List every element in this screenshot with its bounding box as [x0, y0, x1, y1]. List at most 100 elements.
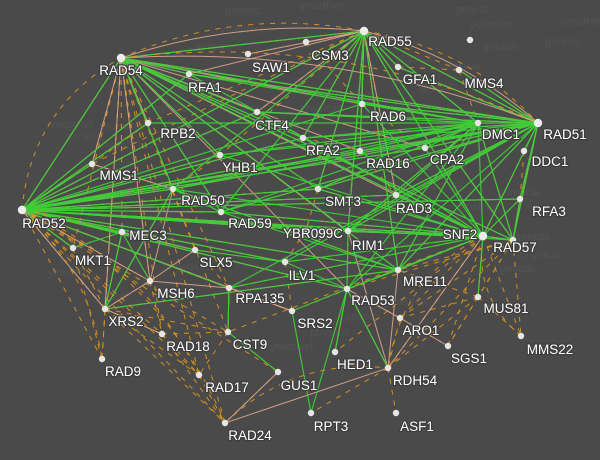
- edge-genetic: [399, 235, 484, 319]
- watermark-text: genetic: [515, 231, 551, 243]
- graph-node-rad55[interactable]: [359, 26, 369, 36]
- graph-node-rad18[interactable]: [158, 330, 166, 338]
- edge-genetic: [361, 103, 426, 149]
- watermark-text: genetic: [483, 41, 519, 53]
- graph-node-rad50[interactable]: [169, 185, 177, 193]
- graph-node-rpt3[interactable]: [307, 409, 315, 417]
- graph-node-csm3[interactable]: [302, 38, 310, 46]
- edge-layer-yeastnet: [21, 30, 539, 414]
- edge-genetic: [161, 333, 200, 376]
- graph-node-mre11[interactable]: [394, 266, 402, 274]
- graph-node-sgs1[interactable]: [444, 342, 452, 350]
- watermark-text: genetic: [345, 311, 381, 323]
- node-label-mre11: MRE11: [403, 274, 447, 289]
- graph-node-mkt1[interactable]: [69, 244, 77, 252]
- graph-node-asf1[interactable]: [392, 409, 400, 417]
- edge-genetic: [194, 249, 230, 289]
- edge-yeastnet: [310, 288, 348, 414]
- graph-node-rad16[interactable]: [356, 147, 364, 155]
- edge-genetic: [477, 296, 522, 337]
- graph-node-ddc1[interactable]: [520, 147, 528, 155]
- edge-yeastnet: [21, 209, 307, 231]
- graph-node-xrs2[interactable]: [101, 305, 109, 313]
- graph-node-yhb1[interactable]: [216, 151, 224, 159]
- graph-node-rad53[interactable]: [343, 285, 351, 293]
- graph-node-rad17[interactable]: [195, 371, 203, 379]
- edge-yeastnet: [172, 188, 222, 213]
- edge-genetic: [387, 367, 397, 414]
- graph-node-saw1[interactable]: [244, 50, 252, 58]
- node-label-ddc1: DDC1: [532, 154, 569, 169]
- node-label-ybr099c: YBR099C: [283, 226, 343, 241]
- graph-node-rfa1b[interactable]: [466, 36, 474, 44]
- edge-yeastnet: [220, 122, 479, 213]
- edge-yeastnet: [363, 30, 479, 124]
- graph-node-cpa2[interactable]: [421, 144, 429, 152]
- node-label-gus1: GUS1: [281, 378, 318, 393]
- graph-node-mec3[interactable]: [118, 228, 126, 236]
- graph-node-rfa3[interactable]: [516, 195, 524, 203]
- edge-genetic: [346, 239, 514, 290]
- edge-genetic-arc: [120, 22, 365, 59]
- graph-node-aro1[interactable]: [396, 314, 404, 322]
- graph-node-ilv1[interactable]: [281, 258, 289, 266]
- graph-node-rad52[interactable]: [17, 205, 27, 215]
- edge-yeastnet: [482, 235, 514, 241]
- edge-physical: [387, 269, 399, 369]
- graph-node-rpa135[interactable]: [225, 284, 233, 292]
- edge-yeastnet: [424, 122, 479, 149]
- graph-node-rad59[interactable]: [217, 208, 225, 216]
- watermark-text: genetic: [455, 4, 491, 16]
- graph-node-gus1[interactable]: [274, 368, 282, 376]
- edge-yeastnet: [220, 122, 539, 213]
- graph-node-rad9[interactable]: [98, 355, 106, 363]
- edge-yeastnet: [347, 122, 479, 232]
- node-layer[interactable]: [17, 26, 543, 427]
- edge-physical-arc: [120, 27, 365, 59]
- graph-node-smt3[interactable]: [314, 185, 322, 193]
- graph-node-ybr099c[interactable]: [302, 226, 310, 234]
- edge-yeastnet: [363, 30, 484, 237]
- edge-yeastnet: [104, 188, 174, 310]
- graph-node-hed1[interactable]: [331, 348, 339, 356]
- watermark-text: genetic: [95, 291, 131, 303]
- graph-node-cst9[interactable]: [224, 328, 232, 336]
- graph-node-rad51[interactable]: [533, 118, 543, 128]
- edge-yeastnet: [363, 30, 539, 124]
- node-label-rpt3: RPT3: [314, 419, 349, 434]
- graph-node-mms22[interactable]: [517, 332, 525, 340]
- graph-node-gfa1[interactable]: [394, 63, 402, 71]
- graph-node-srs2[interactable]: [288, 307, 296, 315]
- graph-node-rpb2[interactable]: [144, 119, 152, 127]
- graph-node-dmc1[interactable]: [474, 119, 482, 127]
- graph-node-rad6[interactable]: [358, 100, 366, 108]
- graph-node-mms1[interactable]: [88, 160, 96, 168]
- graph-node-slx5[interactable]: [191, 246, 199, 254]
- edge-yeastnet: [172, 188, 399, 271]
- edge-yeastnet: [334, 288, 348, 353]
- graph-node-rim1[interactable]: [344, 227, 352, 235]
- graph-node-rfa1[interactable]: [185, 70, 193, 78]
- edge-genetic: [72, 247, 103, 360]
- node-label-rad24: RAD24: [228, 428, 272, 443]
- edge-physical: [91, 57, 122, 165]
- graph-node-msh6[interactable]: [146, 277, 154, 285]
- graph-node-rad3[interactable]: [392, 191, 400, 199]
- graph-node-mms4[interactable]: [455, 66, 463, 74]
- edge-genetic-arc: [21, 209, 200, 376]
- graph-node-rdh54[interactable]: [384, 364, 392, 372]
- edge-genetic-arc: [21, 209, 74, 249]
- graph-node-snf2[interactable]: [478, 231, 488, 241]
- edge-yeastnet: [188, 73, 539, 124]
- edge-physical: [346, 288, 401, 319]
- graph-node-rad24[interactable]: [221, 419, 229, 427]
- graph-node-rad54[interactable]: [116, 53, 126, 63]
- graph-node-ctf4[interactable]: [253, 108, 261, 116]
- graph-node-rfa2[interactable]: [299, 134, 307, 142]
- watermark-text: genetic: [66, 131, 102, 143]
- node-label-rpa135: RPA135: [235, 291, 284, 306]
- graph-node-mus81[interactable]: [474, 293, 482, 301]
- graph-node-rad57[interactable]: [509, 236, 517, 244]
- edge-physical: [149, 249, 196, 282]
